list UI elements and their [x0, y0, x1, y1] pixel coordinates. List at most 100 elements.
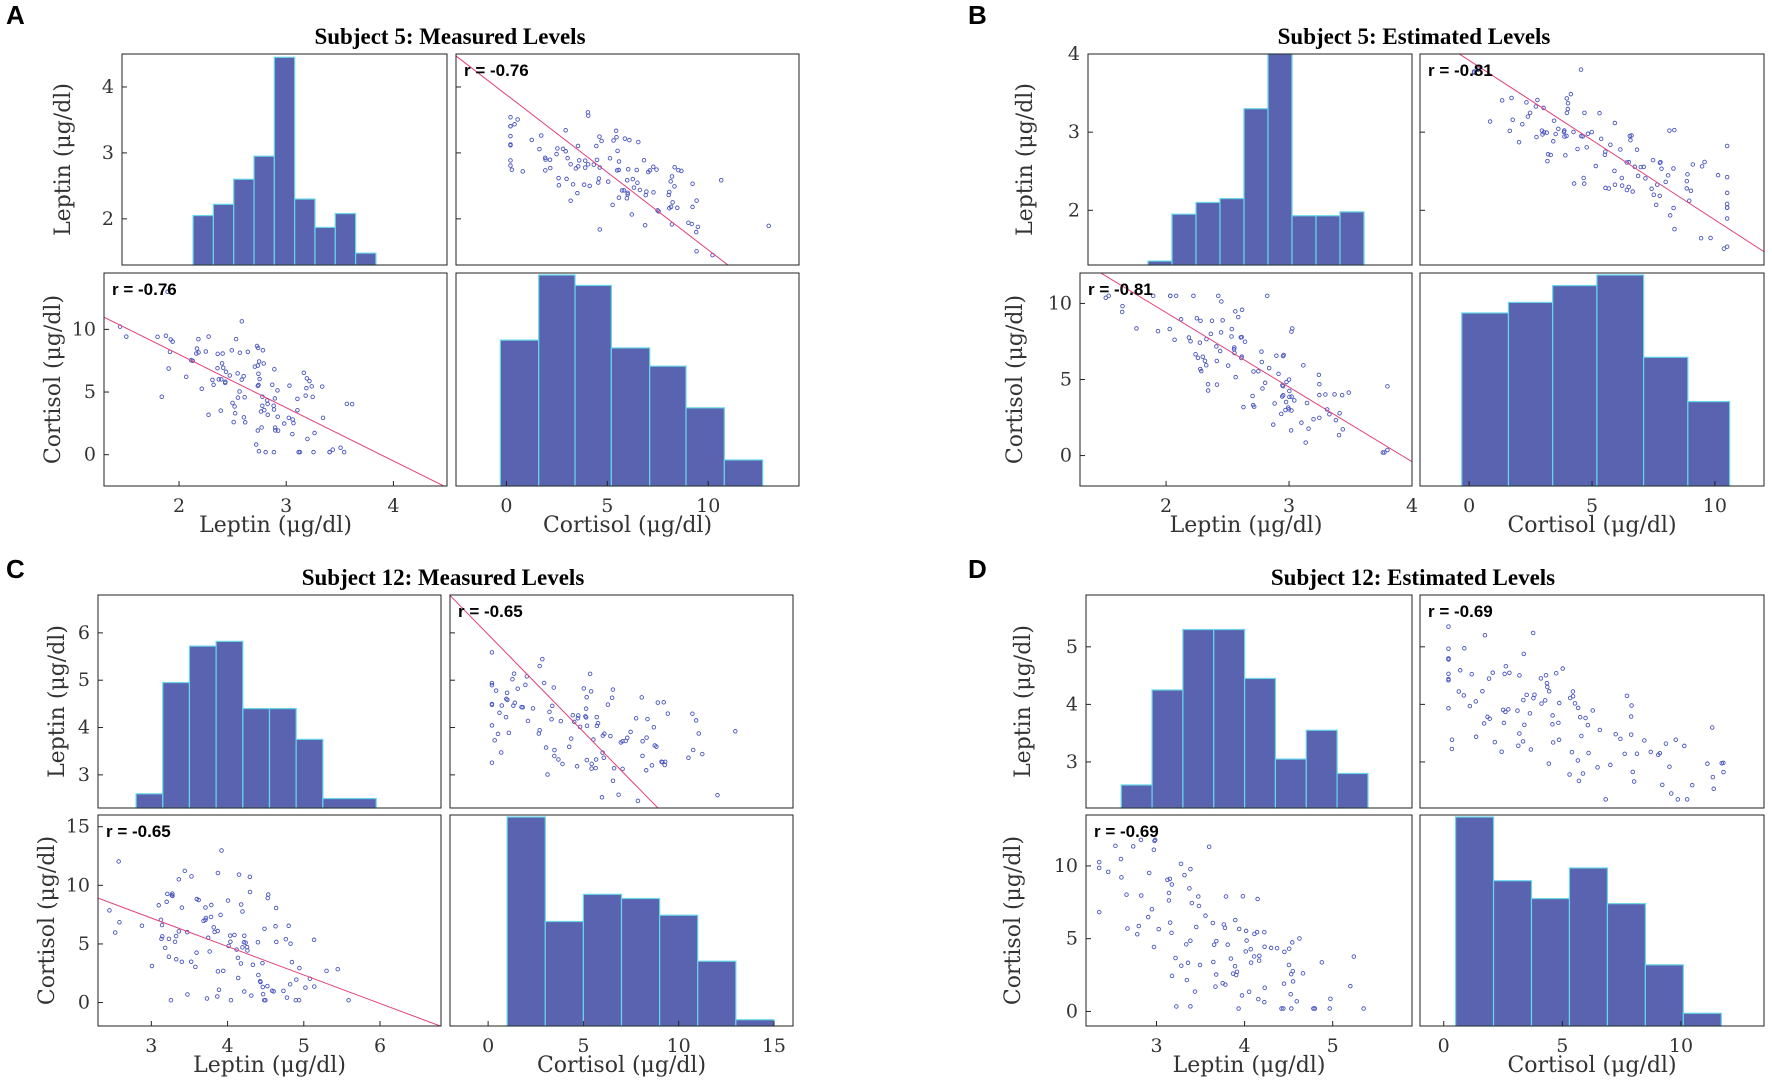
scatter-point — [1328, 996, 1333, 1002]
scatter-point — [215, 994, 220, 999]
scatter-point — [1473, 699, 1479, 704]
scatter-point — [1289, 1006, 1294, 1011]
scatter-point — [275, 414, 280, 419]
scatter-point — [1561, 129, 1567, 135]
scatter-point — [582, 158, 588, 163]
scatter-point — [1194, 924, 1199, 930]
scatter-point — [1619, 175, 1625, 181]
scatter-point — [1239, 355, 1244, 361]
cortisol-hist-bar — [1461, 312, 1510, 487]
scatter-point — [668, 179, 673, 184]
scatter-point — [1595, 765, 1600, 770]
scatter-point — [1339, 392, 1345, 398]
scatter-point — [1294, 999, 1299, 1004]
scatter-point — [216, 377, 221, 382]
scatter-point — [1214, 344, 1219, 349]
scatter-point — [1264, 293, 1270, 299]
scatter-point — [1184, 942, 1189, 947]
scatter-point — [1582, 110, 1587, 116]
scatter-bottom-left-frame — [1085, 814, 1413, 1027]
scatter-point — [1096, 909, 1102, 915]
leptin-x-tick-label: 5 — [1327, 1035, 1339, 1057]
scatter-point — [218, 408, 224, 413]
scatter-point — [1280, 393, 1286, 398]
scatter-point — [1499, 749, 1504, 755]
scatter-point — [324, 968, 329, 974]
scatter-point — [1507, 670, 1512, 676]
scatter-point — [1481, 721, 1487, 726]
scatter-point — [690, 711, 695, 716]
scatter-point — [1650, 157, 1656, 163]
scatter-point — [1205, 382, 1211, 387]
scatter-point — [1166, 898, 1172, 903]
scatter-point — [338, 445, 343, 450]
cortisol-y-axis-label: Cortisol (μg/dl) — [41, 295, 66, 464]
cortisol-y-tick-label: 0 — [1060, 445, 1072, 467]
scatter-point — [1530, 630, 1536, 636]
scatter-point — [1667, 764, 1672, 769]
scatter-point — [509, 167, 515, 172]
scatter-point — [173, 933, 179, 939]
scatter-point — [1724, 190, 1730, 196]
panel-title-d: Subject 12: Estimated Levels — [1271, 565, 1555, 590]
scatter-point — [515, 117, 520, 122]
scatter-point — [668, 204, 674, 210]
scatter-point — [1231, 347, 1237, 352]
scatter-point — [645, 716, 650, 722]
scatter-point — [159, 394, 165, 399]
scatter-point — [627, 137, 632, 143]
scatter-point — [1292, 398, 1297, 403]
scatter-point — [1382, 450, 1387, 455]
scatter-point — [1281, 981, 1287, 986]
scatter-point — [654, 744, 659, 749]
scatter-point — [1251, 954, 1257, 959]
leptin-hist-bar — [314, 226, 336, 266]
scatter-point — [583, 706, 589, 711]
scatter-point — [1096, 859, 1102, 865]
scatter-point — [1286, 946, 1292, 951]
scatter-point — [237, 350, 243, 355]
scatter-point — [512, 700, 518, 706]
scatter-point — [162, 945, 168, 951]
scatter-point — [675, 205, 680, 211]
scatter-point — [235, 395, 241, 400]
scatter-point — [242, 420, 248, 425]
scatter-point — [1598, 136, 1604, 142]
scatter-point — [555, 146, 560, 151]
scatter-point — [582, 165, 588, 170]
correlation-label: r = -0.65 — [458, 602, 523, 621]
scatter-point — [263, 997, 268, 1003]
scatter-point — [219, 377, 224, 382]
scatter-point — [1663, 741, 1669, 746]
scatter-point — [286, 923, 291, 929]
scatter-point — [1708, 235, 1713, 241]
scatter-point — [1485, 714, 1490, 720]
panel-letter-d: D — [968, 554, 987, 584]
leptin-x-axis-label: Leptin (μg/dl) — [199, 513, 352, 538]
scatter-point — [1556, 720, 1561, 726]
scatter-point — [216, 987, 222, 993]
fit-line — [450, 595, 659, 808]
correlation-label: r = -0.81 — [1088, 280, 1153, 299]
scatter-point — [1188, 938, 1193, 943]
cortisol-x-tick-label: 5 — [577, 1035, 589, 1057]
scatter-point — [206, 334, 211, 339]
scatter-point — [1218, 330, 1224, 335]
scatter-point — [489, 650, 495, 655]
panel-d: 3 4 5 r = -0.69 0 5 10 3 4 5 r = -0.69 0 5 10 Leptin (… — [1001, 594, 1765, 1078]
scatter-point — [1323, 392, 1328, 397]
scatter-bottom-left-frame — [103, 272, 448, 487]
scatter-point — [207, 949, 212, 954]
scatter-point — [289, 959, 295, 965]
scatter-point — [229, 348, 235, 353]
scatter-point — [594, 714, 599, 720]
scatter-point — [596, 176, 602, 181]
scatter-point — [1248, 960, 1254, 965]
leptin-x-tick-label: 4 — [222, 1035, 234, 1057]
scatter-point — [1457, 668, 1463, 673]
scatter-point — [1585, 131, 1591, 137]
scatter-point — [1270, 422, 1276, 427]
scatter-point — [511, 671, 517, 676]
scatter-point — [232, 404, 237, 409]
scatter-point — [549, 716, 554, 722]
